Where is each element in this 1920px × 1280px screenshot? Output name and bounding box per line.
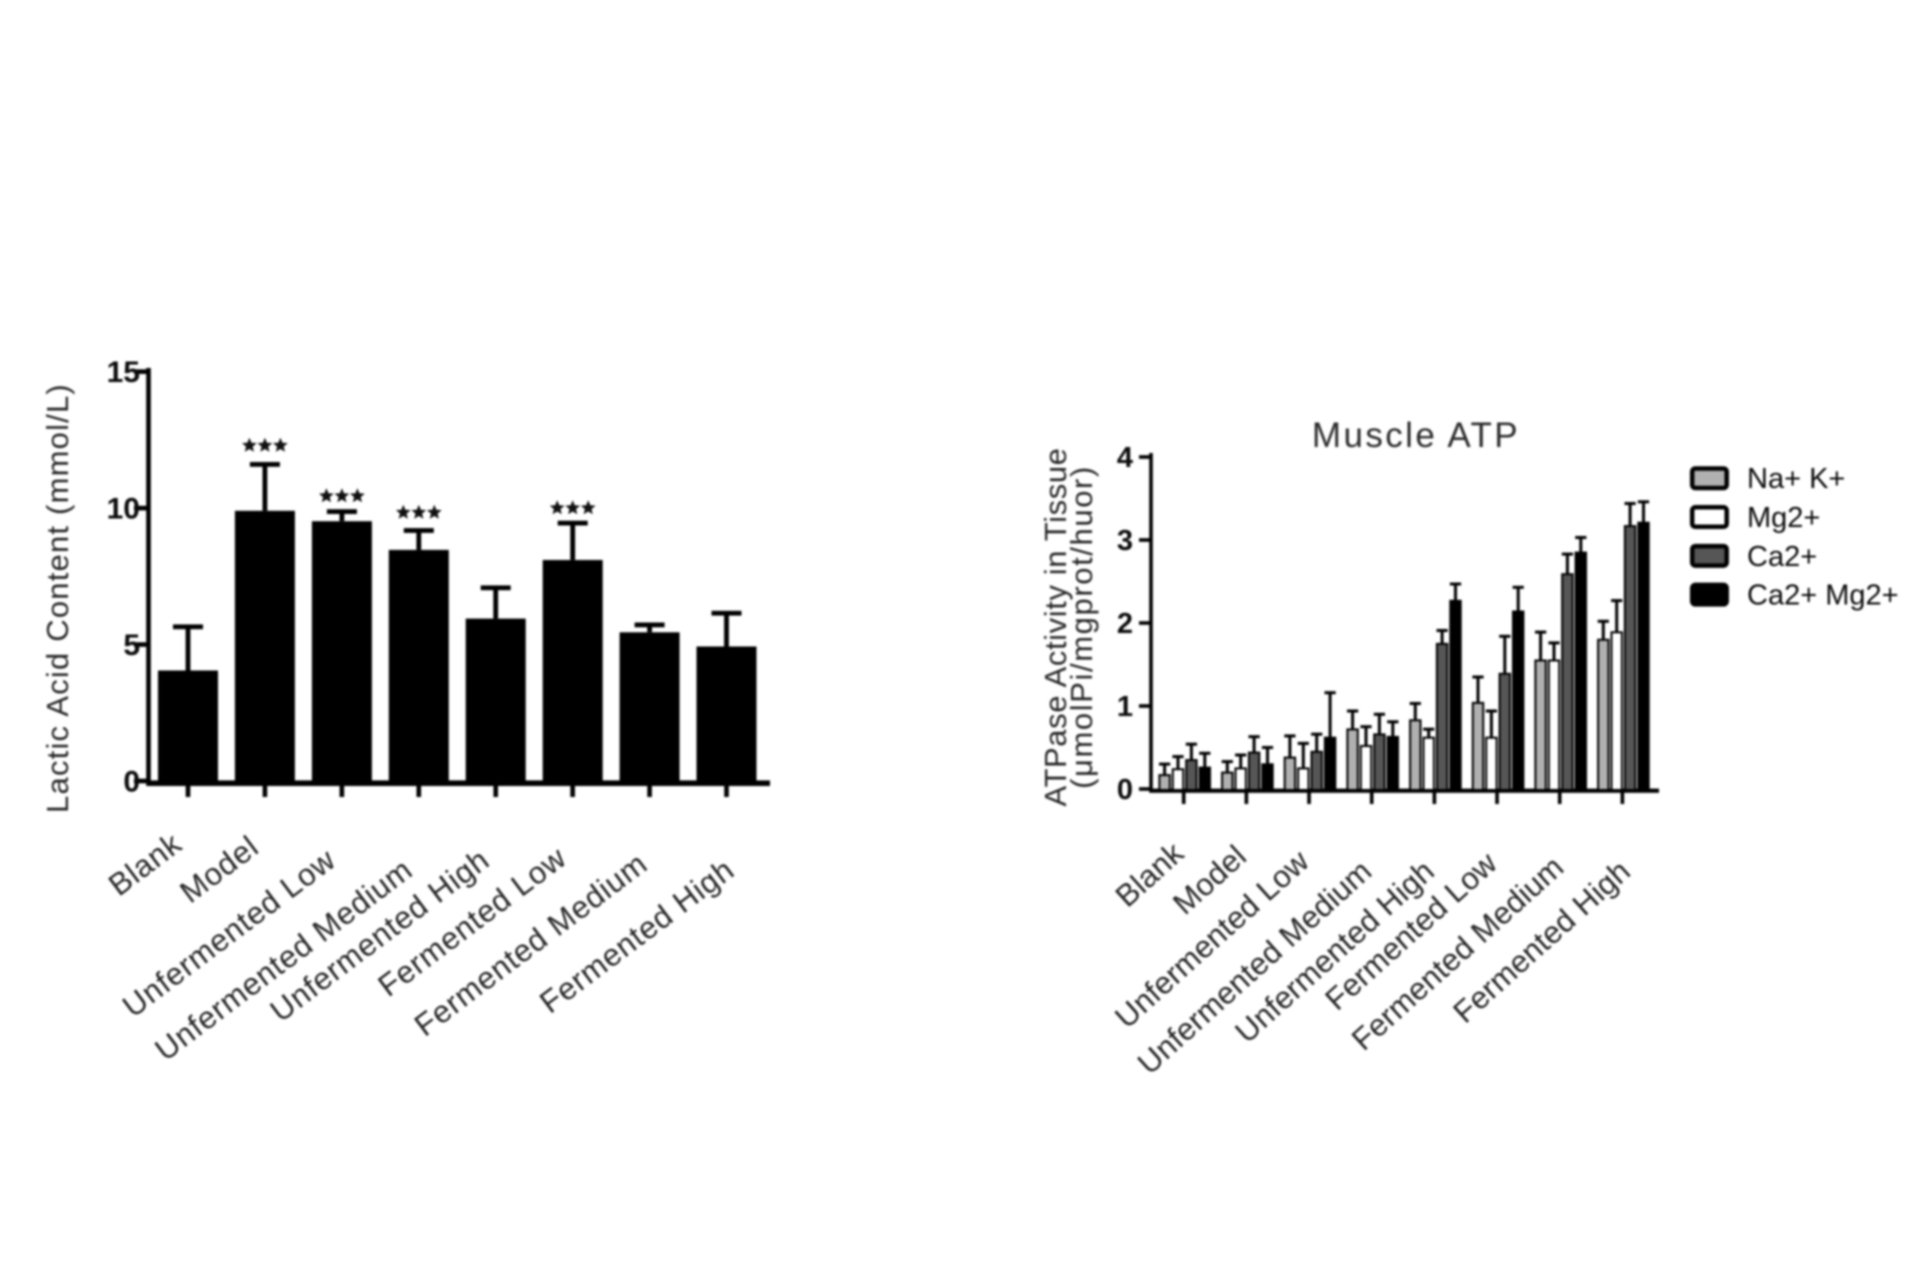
- svg-text:Lactic Acid Content (mmol/L): Lactic Acid Content (mmol/L): [40, 383, 75, 813]
- svg-text:Na+ K+: Na+ K+: [1747, 463, 1845, 495]
- svg-text:Ca2+: Ca2+: [1747, 541, 1817, 573]
- svg-text:0: 0: [123, 766, 140, 799]
- svg-text:1: 1: [1117, 691, 1133, 723]
- svg-text:Ca2+ Mg2+: Ca2+ Mg2+: [1747, 580, 1899, 612]
- svg-text:ATPase Activity in Tissue: ATPase Activity in Tissue: [1038, 448, 1073, 807]
- svg-text:(μmolPi/mgprot/huor): (μmolPi/mgprot/huor): [1064, 465, 1099, 789]
- svg-text:4: 4: [1117, 442, 1133, 474]
- svg-text:0: 0: [1117, 774, 1133, 806]
- svg-text:5: 5: [123, 629, 140, 662]
- svg-text:10: 10: [107, 493, 140, 526]
- svg-text:Mg2+: Mg2+: [1747, 502, 1820, 534]
- svg-text:Muscle ATP: Muscle ATP: [1312, 416, 1520, 455]
- svg-text:2: 2: [1117, 608, 1133, 640]
- svg-text:15: 15: [107, 356, 140, 389]
- svg-text:3: 3: [1117, 525, 1133, 557]
